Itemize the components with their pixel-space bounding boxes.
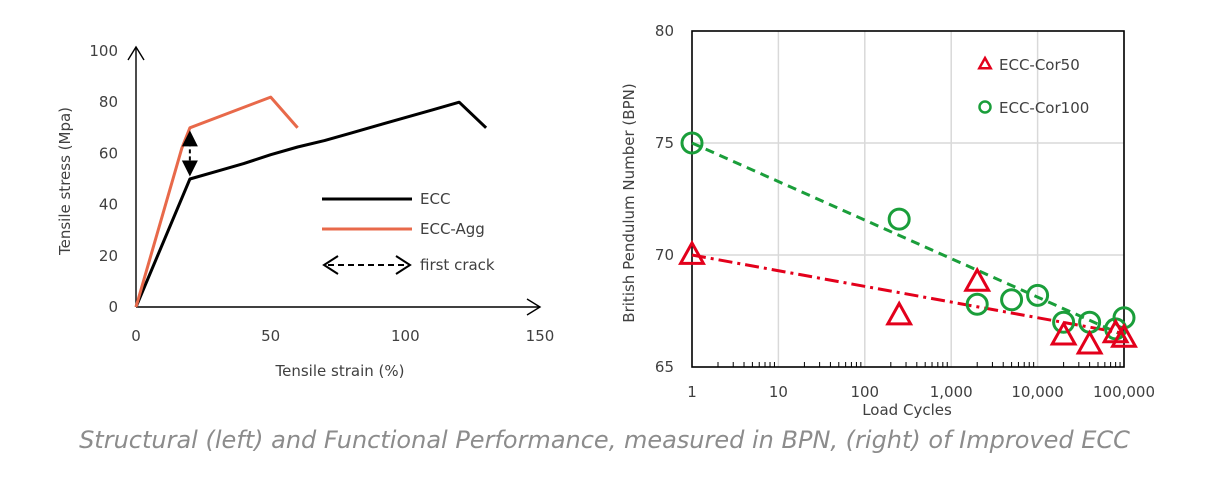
figure-caption: Structural (left) and Functional Perform… — [79, 426, 1130, 454]
y-tick-label: 60 — [99, 144, 118, 162]
y-tick-label: 20 — [99, 247, 118, 265]
legend-arrow-left — [322, 255, 339, 275]
x-tick-label: 0 — [131, 327, 141, 345]
legend-label-ecc-cor100: ECC-Cor100 — [999, 99, 1089, 117]
legend-arrow-right — [395, 255, 412, 275]
x-axis-title: Tensile strain (%) — [275, 362, 405, 380]
point-ecc-cor100 — [965, 292, 989, 316]
legend-label-ecc-cor50: ECC-Cor50 — [999, 56, 1080, 74]
y-tick-label: 0 — [108, 298, 118, 316]
tensile-chart: 0 50 100 150 0 20 40 60 80 100 Tensile strain (%) T… — [56, 42, 554, 380]
point-ecc-cor100 — [680, 131, 704, 155]
legend-label-first-crack: first crack — [420, 256, 495, 274]
point-ecc-cor100 — [1078, 310, 1102, 334]
y-tick-label: 80 — [655, 22, 674, 40]
legend-label-ecc: ECC — [420, 190, 450, 208]
x-tick-label: 10,000 — [1011, 383, 1064, 401]
x-tick-label: 150 — [526, 327, 555, 345]
y-tick-label: 80 — [99, 93, 118, 111]
point-ecc-cor50 — [1075, 329, 1104, 355]
point-ecc-cor100 — [887, 207, 911, 231]
x-axis-arrow — [526, 298, 542, 316]
x-tick-label: 100 — [850, 383, 879, 401]
y-tick-label: 65 — [655, 358, 674, 376]
first-crack-arrow-down — [181, 160, 198, 177]
point-ecc-cor50 — [885, 300, 914, 326]
y-axis-arrow — [127, 45, 145, 61]
x-tick-label: 1 — [687, 383, 697, 401]
y-tick-label: 100 — [89, 42, 118, 60]
x-axis-title: Load Cycles — [862, 401, 952, 419]
point-ecc-cor100 — [1052, 310, 1076, 334]
point-ecc-cor50 — [1049, 320, 1078, 346]
y-tick-label: 75 — [655, 134, 674, 152]
y-tick-label: 70 — [655, 246, 674, 264]
bpn-chart: 1 10 100 1,000 10,000 100,000 65 70 75 80 Load Cyc… — [620, 22, 1155, 419]
x-tick-label: 100 — [391, 327, 420, 345]
series-line-ecc — [134, 100, 488, 308]
x-tick-label: 100,000 — [1093, 383, 1155, 401]
first-crack-arrow-up — [181, 130, 198, 147]
y-tick-label: 40 — [99, 196, 118, 214]
legend-marker-ecc-cor100 — [978, 100, 992, 114]
x-tick-label: 50 — [261, 327, 280, 345]
x-tick-label: 1,000 — [930, 383, 973, 401]
y-axis-title: Tensile stress (Mpa) — [56, 107, 74, 256]
plot-frame — [691, 30, 1125, 368]
point-ecc-cor50 — [963, 266, 992, 292]
series-line-ecc-agg — [134, 95, 299, 308]
point-ecc-cor50 — [1110, 322, 1138, 348]
trendline-ecc-cor50 — [691, 253, 1125, 335]
point-ecc-cor100 — [1026, 283, 1050, 307]
legend-marker-ecc-cor50 — [977, 55, 993, 70]
point-ecc-cor100 — [1000, 288, 1024, 312]
point-ecc-cor50 — [678, 239, 706, 265]
legend-label-ecc-agg: ECC-Agg — [420, 220, 485, 238]
x-tick-label: 10 — [769, 383, 788, 401]
trendline-ecc-cor100 — [691, 141, 1125, 338]
y-axis-title: British Pendulum Number (BPN) — [620, 83, 638, 322]
